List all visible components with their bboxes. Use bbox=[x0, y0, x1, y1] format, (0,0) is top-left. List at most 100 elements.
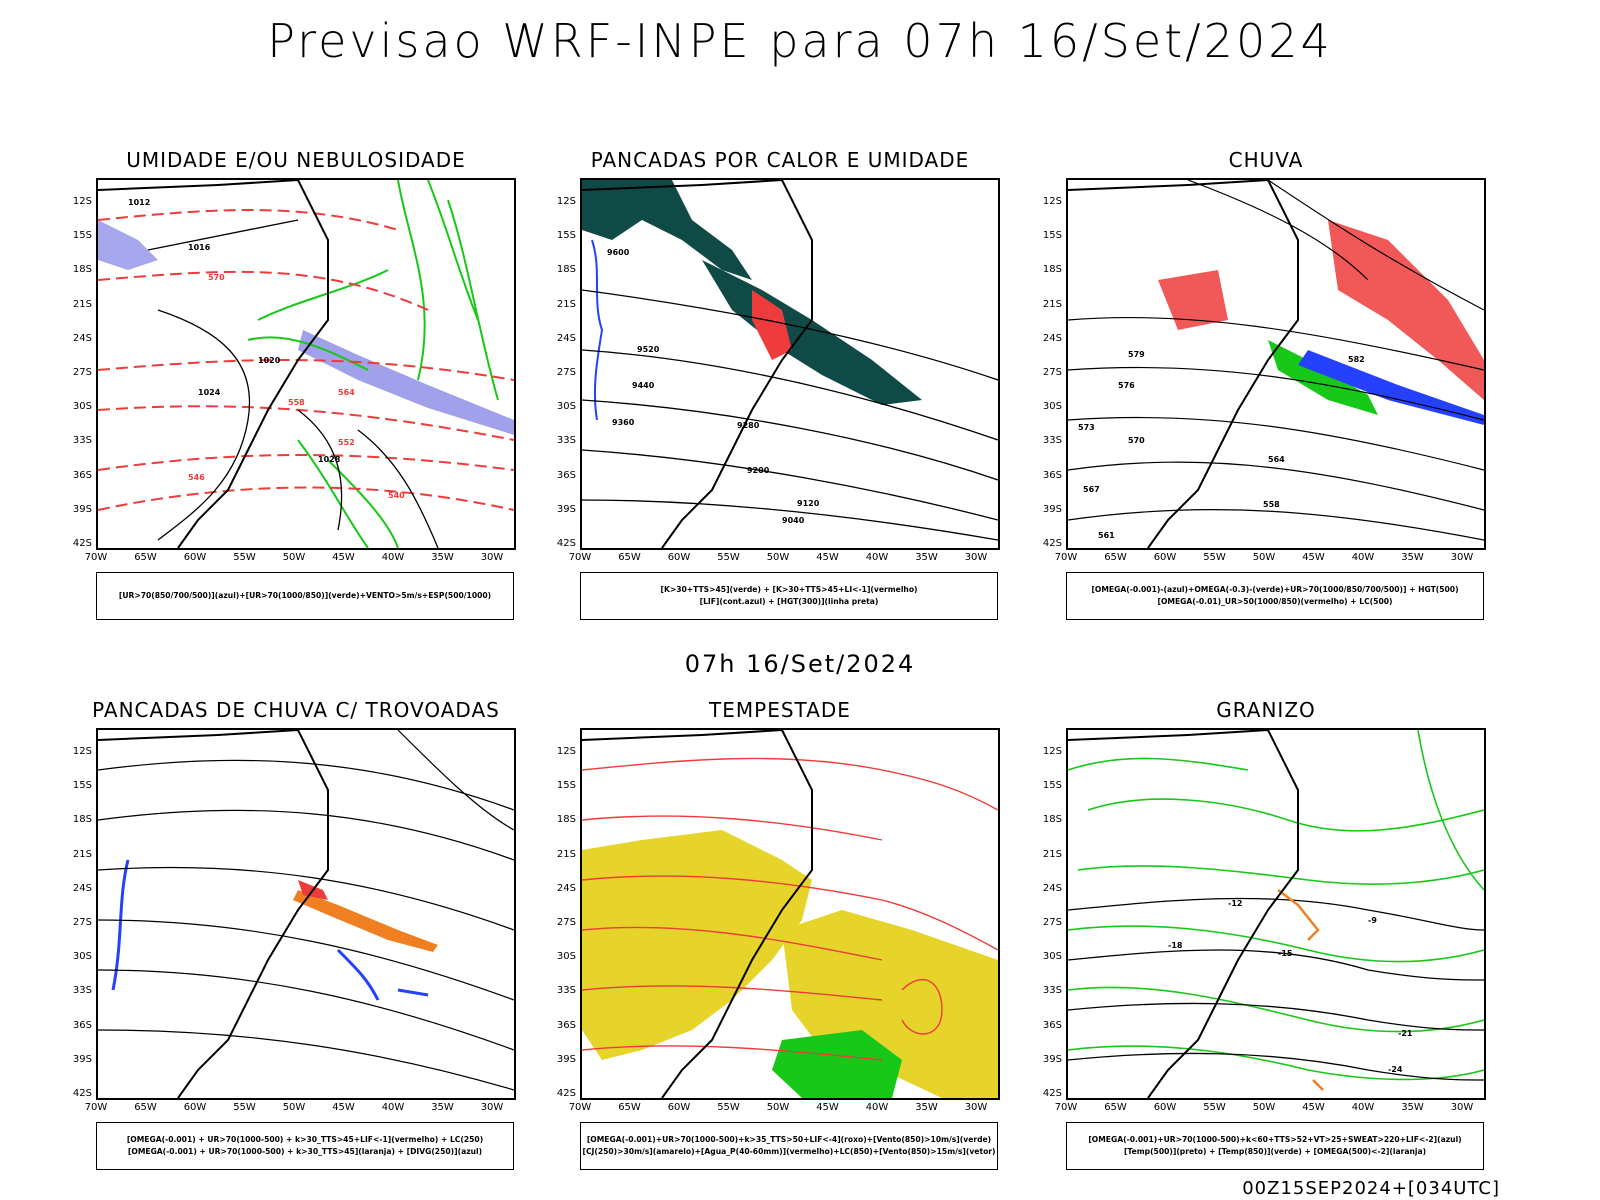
map-pancadas-calor[interactable]: 9600 9520 9440 9360 9280 9200 9120 9040 bbox=[580, 178, 1000, 550]
latitude-tick-label: 21S bbox=[72, 848, 92, 860]
latitude-tick-label: 12S bbox=[1042, 196, 1062, 207]
longitude-tick-label: 30W bbox=[480, 1102, 504, 1113]
longitude-tick-label: 45W bbox=[1302, 552, 1325, 563]
humidity-green-contours bbox=[247, 180, 499, 548]
map-granizo[interactable]: -9 -12 -15 -18 -21 -24 bbox=[1066, 728, 1486, 1100]
latitude-tick-label: 36S bbox=[1042, 1019, 1062, 1031]
legend-line: [Temp(500)](preto) + [Temp(850)](verde) … bbox=[1123, 1147, 1427, 1156]
latitude-tick-label: 36S bbox=[72, 1019, 92, 1031]
longitude-tick-label: 35W bbox=[915, 552, 938, 563]
longitude-tick-label: 45W bbox=[1302, 1102, 1325, 1113]
contour-label: 9440 bbox=[632, 381, 655, 390]
longitude-tick-label: 55W bbox=[233, 552, 256, 563]
longitude-tick-label: 55W bbox=[1203, 552, 1226, 563]
longitude-tick-label: 40W bbox=[1351, 1102, 1375, 1113]
latitude-tick-label: 21S bbox=[556, 848, 576, 860]
longitude-tick-label: 45W bbox=[816, 552, 839, 563]
legend-line: [UR>70(850/700/500)](azul)+[UR>70(1000/8… bbox=[118, 591, 492, 600]
contour-label-group: -9 -12 -15 -18 -21 -24 bbox=[1168, 899, 1413, 1074]
page-title: Previsao WRF-INPE para 07h 16/Set/2024 bbox=[267, 14, 1333, 68]
latitude-tick-label: 39S bbox=[1042, 1053, 1062, 1065]
latitude-tick-label: 24S bbox=[1042, 332, 1062, 344]
longitude-tick-label: 55W bbox=[1203, 1102, 1226, 1113]
latitude-tick-label: 39S bbox=[1042, 503, 1062, 515]
longitude-tick-label: 55W bbox=[717, 552, 740, 563]
contour-label: 1020 bbox=[258, 356, 281, 365]
legend-line: [OMEGA(-0.001)-(azul)+OMEGA(-0.3)-(verde… bbox=[1091, 585, 1459, 594]
longitude-tick-label: 70W bbox=[1054, 1102, 1078, 1113]
latitude-tick-label: 30S bbox=[1042, 401, 1062, 413]
longitude-tick-label: 50W bbox=[766, 552, 790, 563]
longitude-tick-label: 55W bbox=[233, 1102, 256, 1113]
map-umidade[interactable]: 1012 1016 1020 1024 1028 570 564 558 552… bbox=[96, 178, 516, 550]
latitude-tick-label: 12S bbox=[556, 746, 576, 757]
longitude-tick-label: 30W bbox=[1450, 1102, 1474, 1113]
longitude-tick-label: 65W bbox=[618, 552, 641, 563]
latitude-tick-label: 18S bbox=[1042, 814, 1062, 826]
contour-label: -12 bbox=[1228, 899, 1242, 908]
latitude-tick-label: 21S bbox=[1042, 298, 1062, 310]
latitude-tick-label: 15S bbox=[1042, 780, 1062, 792]
rain-green-area bbox=[1268, 340, 1378, 415]
panel-umidade: UMIDADE E/OU NEBULOSIDADE 1012 1016 1020… bbox=[56, 148, 536, 623]
humidity-blue-area bbox=[298, 330, 514, 435]
coastline bbox=[98, 730, 329, 1098]
legend-line: [OMEGA(-0.001)+UR>70(1000-500)+k>35_TTS>… bbox=[586, 1135, 992, 1144]
contour-label: 561 bbox=[1098, 531, 1115, 540]
longitude-tick-label: 30W bbox=[964, 1102, 988, 1113]
latitude-tick-label: 15S bbox=[72, 230, 92, 242]
map-pancadas-trovoadas[interactable] bbox=[96, 728, 516, 1100]
temp500-black-contours bbox=[1068, 897, 1484, 1081]
longitude-tick-label: 50W bbox=[282, 552, 306, 563]
longitude-tick-label: 30W bbox=[480, 552, 504, 563]
longitude-tick-label: 50W bbox=[282, 1102, 306, 1113]
latitude-tick-label: 39S bbox=[72, 503, 92, 515]
longitude-tick-label: 35W bbox=[915, 1102, 938, 1113]
contour-label: 9360 bbox=[612, 418, 635, 427]
panel-title: PANCADAS DE CHUVA C/ TROVOADAS bbox=[92, 698, 500, 722]
contour-label-group: 582 579 576 573 570 567 564 561 558 bbox=[1078, 350, 1365, 540]
panel-pancadas-calor: PANCADAS POR CALOR E UMIDADE 9600 9520 9… bbox=[540, 148, 1020, 623]
longitude-tick-label: 70W bbox=[84, 552, 108, 563]
contour-label: 579 bbox=[1128, 350, 1145, 359]
hgt300-contours bbox=[582, 289, 998, 541]
contour-label: 552 bbox=[338, 438, 355, 447]
panel-legend: [K>30+TTS>45](verde) + [K>30+TTS>45+LI<-… bbox=[580, 572, 998, 620]
valid-time-label: 07h 16/Set/2024 bbox=[684, 650, 916, 678]
latitude-tick-label: 30S bbox=[556, 951, 576, 963]
temp850-green-contours bbox=[1068, 730, 1484, 1081]
model-run-label: 00Z15SEP2024+[034UTC] bbox=[1242, 1178, 1500, 1199]
contour-label: 564 bbox=[338, 388, 355, 397]
latitude-tick-label: 42S bbox=[1042, 1088, 1062, 1099]
map-tempestade[interactable] bbox=[580, 728, 1000, 1100]
longitude-tick-label: 70W bbox=[568, 552, 592, 563]
map-chuva[interactable]: 582 579 576 573 570 567 564 561 558 bbox=[1066, 178, 1486, 550]
legend-line: [K>30+TTS>45](verde) + [K>30+TTS>45+LI<-… bbox=[660, 585, 918, 594]
convection-red-area bbox=[752, 290, 792, 360]
contour-label: 9120 bbox=[797, 499, 820, 508]
longitude-tick-label: 65W bbox=[1104, 1102, 1127, 1113]
latitude-tick-label: 21S bbox=[1042, 848, 1062, 860]
longitude-tick-label: 65W bbox=[618, 1102, 641, 1113]
latitude-tick-label: 18S bbox=[72, 264, 92, 276]
humidity-blue-area-west bbox=[98, 220, 158, 270]
longitude-tick-label: 40W bbox=[865, 1102, 889, 1113]
longitude-tick-label: 70W bbox=[568, 1102, 592, 1113]
latitude-tick-label: 39S bbox=[556, 1053, 576, 1065]
longitude-tick-label: 45W bbox=[816, 1102, 839, 1113]
omega-orange bbox=[1277, 889, 1324, 1091]
contour-label: -15 bbox=[1278, 949, 1293, 958]
contour-label: 1016 bbox=[188, 243, 211, 252]
coastline bbox=[582, 180, 813, 548]
latitude-tick-label: 42S bbox=[1042, 538, 1062, 549]
longitude-tick-label: 55W bbox=[717, 1102, 740, 1113]
contour-label: 1024 bbox=[198, 388, 221, 397]
longitude-tick-label: 60W bbox=[183, 1102, 207, 1113]
latitude-tick-label: 24S bbox=[1042, 882, 1062, 894]
latitude-tick-label: 42S bbox=[72, 1088, 92, 1099]
longitude-tick-label: 60W bbox=[1153, 552, 1177, 563]
longitude-tick-label: 35W bbox=[431, 1102, 454, 1113]
latitude-tick-label: 36S bbox=[1042, 469, 1062, 481]
coastline bbox=[1068, 730, 1299, 1098]
latitude-tick-label: 33S bbox=[72, 985, 92, 997]
